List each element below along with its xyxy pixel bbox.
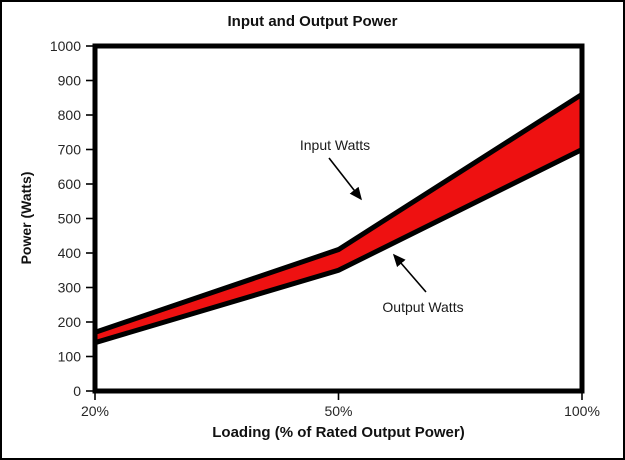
x-tick-label: 100%	[564, 403, 600, 419]
y-axis-title: Power (Watts)	[18, 171, 34, 265]
y-tick-label: 900	[58, 73, 82, 89]
input-watts-arrow	[328, 157, 362, 201]
y-tick-label: 700	[58, 142, 82, 158]
chart-title: Input and Output Power	[227, 13, 398, 30]
x-axis-title: Loading (% of Rated Output Power)	[212, 424, 465, 441]
output-watts-line	[94, 147, 584, 346]
y-tick-label: 300	[58, 280, 82, 296]
y-tick-label: 0	[73, 383, 81, 399]
y-tick-label: 600	[58, 176, 82, 192]
y-tick-label: 200	[58, 314, 82, 330]
y-tick-label: 1000	[50, 38, 81, 54]
x-tick-label: 50%	[324, 403, 352, 419]
y-tick-label: 400	[58, 245, 82, 261]
x-tick-label: 20%	[81, 403, 109, 419]
output-watts-arrow	[392, 253, 427, 293]
y-tick-label: 500	[58, 211, 82, 227]
annotation-input-watts: Input Watts	[299, 137, 371, 153]
y-tick-label: 100	[58, 349, 82, 365]
annotation-output-watts: Output Watts	[382, 299, 464, 315]
plot-border	[92, 43, 585, 394]
input-watts-line	[94, 92, 584, 335]
y-tick-label: 800	[58, 107, 82, 123]
